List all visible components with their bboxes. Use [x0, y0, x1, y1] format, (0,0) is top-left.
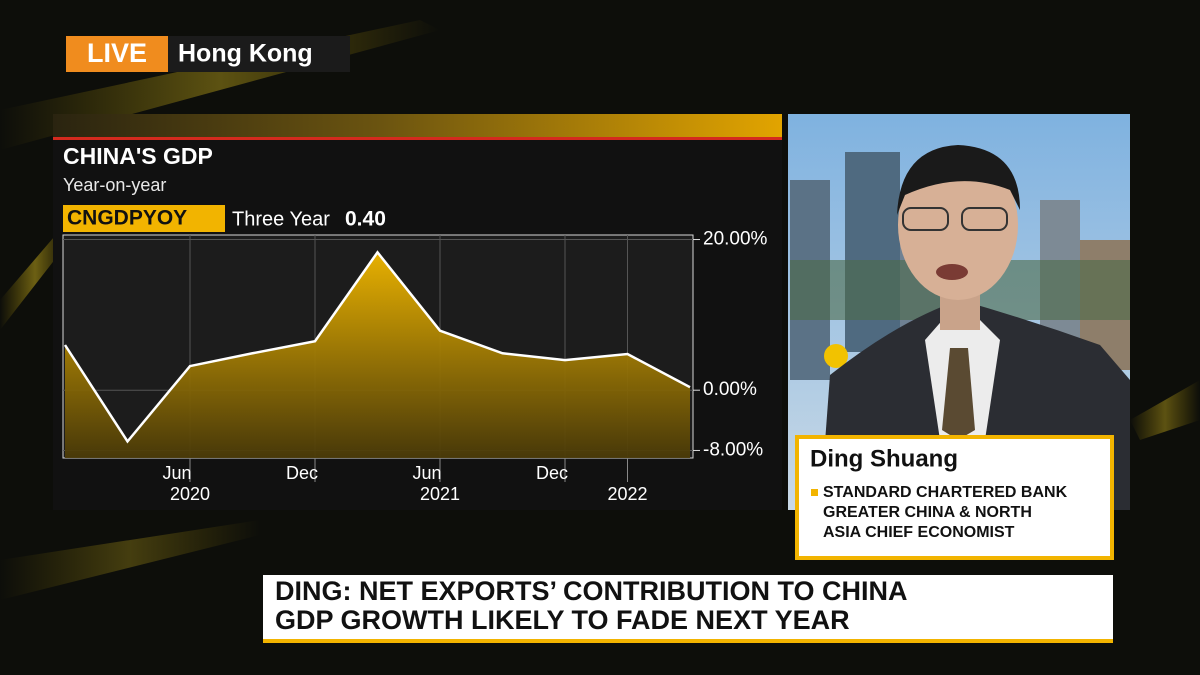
chart-title: CHINA'S GDP — [63, 143, 213, 169]
light-streak — [1130, 380, 1200, 440]
location-label: Hong Kong — [178, 40, 313, 68]
y-tick-label: -8.00% — [703, 439, 763, 460]
name-box — [795, 435, 1114, 560]
chart-header-band — [53, 114, 782, 138]
chart-subtitle: Year-on-year — [63, 175, 166, 195]
guest-title-line: STANDARD CHARTERED BANK — [823, 484, 1068, 501]
x-year-label: 2022 — [607, 484, 647, 504]
last-value: 0.40 — [345, 208, 386, 231]
x-tick-label: Jun — [412, 463, 441, 483]
bullet — [811, 489, 818, 496]
x-year-label: 2020 — [170, 484, 210, 504]
guest-name: Ding Shuang — [810, 445, 958, 472]
headline-line: DING: NET EXPORTS’ CONTRIBUTION TO CHINA — [275, 576, 908, 606]
x-tick-label: Dec — [536, 463, 568, 483]
live-label: LIVE — [87, 38, 147, 68]
headline-line: GDP GROWTH LIKELY TO FADE NEXT YEAR — [275, 605, 850, 635]
line — [63, 250, 691, 444]
guest-title-line: ASIA CHIEF ECONOMIST — [823, 524, 1015, 541]
x-year-label: 2021 — [420, 484, 460, 504]
headline-box — [263, 575, 1113, 642]
area — [65, 252, 690, 458]
x-tick-label: Dec — [286, 463, 318, 483]
ticker-badge — [63, 205, 225, 232]
light-streak — [0, 230, 70, 330]
ticker: CNGDPYOY — [67, 207, 187, 230]
location-badge — [168, 36, 350, 72]
live-badge — [66, 36, 168, 72]
headline-rule — [263, 639, 1113, 643]
x-tick-label: Jun — [162, 463, 191, 483]
light-streak — [0, 520, 260, 600]
period: Three Year — [232, 208, 330, 230]
guest-title-line: GREATER CHINA & NORTH — [823, 504, 1032, 521]
y-tick-label: 20.00% — [703, 229, 768, 250]
chart-header-rule — [53, 137, 782, 140]
y-tick-label: 0.00% — [703, 379, 757, 400]
